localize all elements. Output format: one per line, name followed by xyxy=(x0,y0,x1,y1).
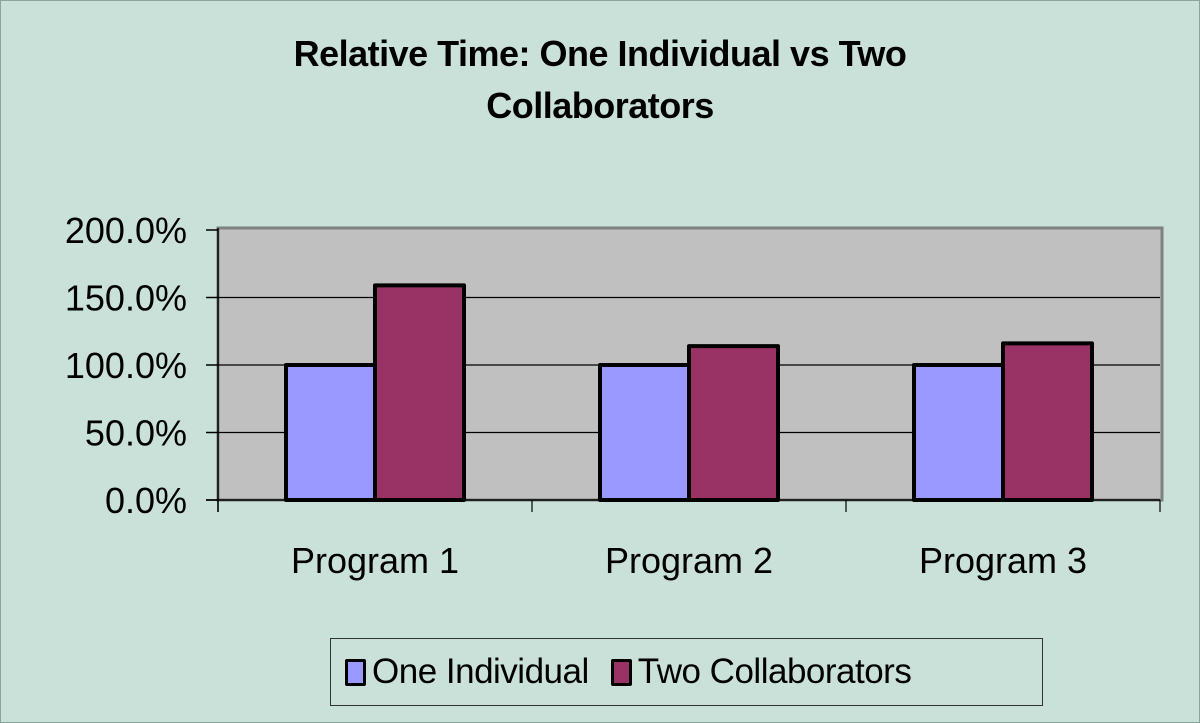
legend: One Individual Two Collaborators xyxy=(330,638,1043,706)
legend-label: One Individual xyxy=(372,652,589,691)
y-tick-label: 150.0% xyxy=(65,278,187,319)
chart-title: Relative Time: One Individual vs Two Col… xyxy=(0,28,1200,132)
bar-one-individual xyxy=(598,363,691,502)
x-tick-label: Program 3 xyxy=(919,540,1087,581)
y-tick-label: 200.0% xyxy=(65,210,187,251)
y-tick-label: 50.0% xyxy=(85,413,187,454)
x-tick-label: Program 1 xyxy=(291,540,459,581)
legend-item-one-individual: One Individual xyxy=(345,652,589,692)
bar-two-collaborators xyxy=(1001,341,1094,502)
x-tick-label: Program 2 xyxy=(605,540,773,581)
bar-two-collaborators xyxy=(687,344,780,502)
legend-label: Two Collaborators xyxy=(637,652,912,691)
legend-swatch-two-collaborators xyxy=(610,658,632,686)
bar-one-individual xyxy=(284,363,377,502)
y-tick-label: 100.0% xyxy=(65,345,187,386)
chart-title-line2: Collaborators xyxy=(486,85,714,126)
bar-one-individual xyxy=(912,363,1005,502)
bar-two-collaborators xyxy=(373,283,466,502)
legend-item-two-collaborators: Two Collaborators xyxy=(610,652,912,692)
legend-swatch-one-individual xyxy=(345,658,366,686)
chart-title-line1: Relative Time: One Individual vs Two xyxy=(293,33,907,74)
y-tick-label: 0.0% xyxy=(105,480,187,521)
